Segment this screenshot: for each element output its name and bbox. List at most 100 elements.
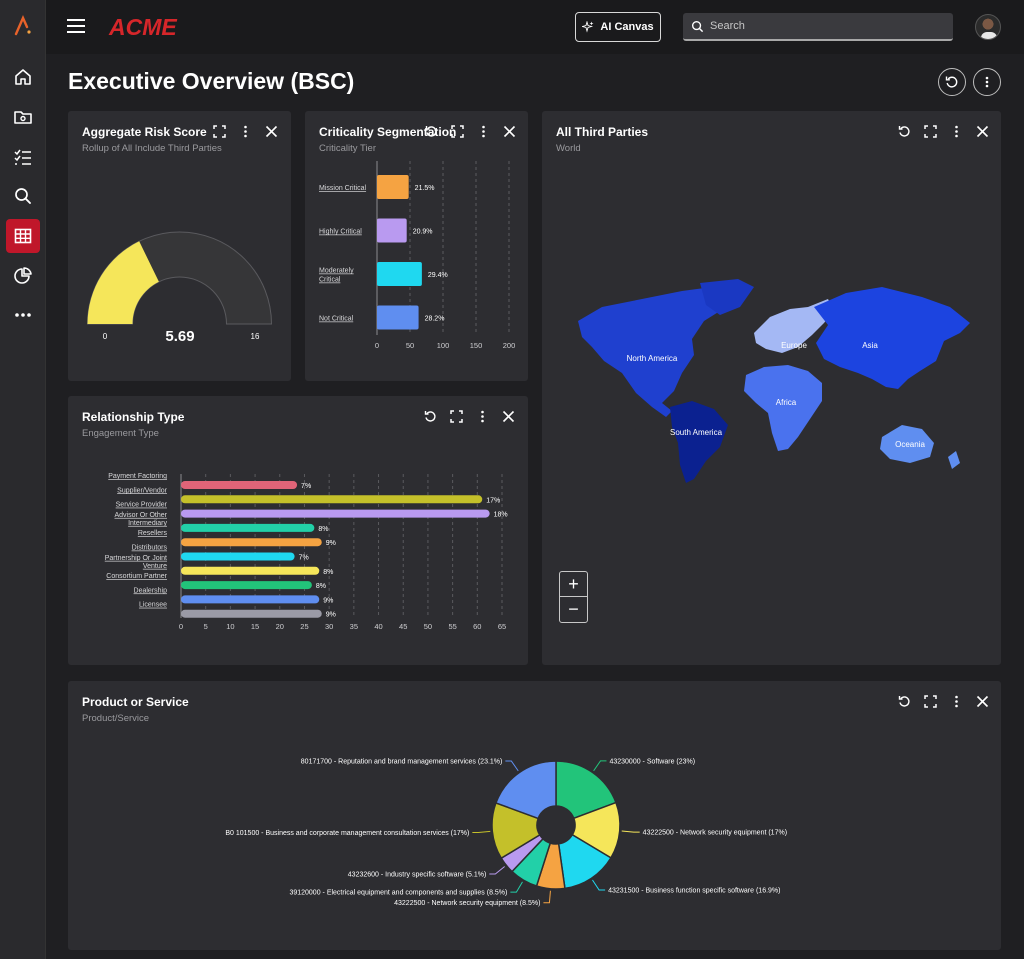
refresh-card-button[interactable] [896,693,912,709]
refresh-card-button[interactable] [423,123,439,139]
x-tick-label: 45 [399,622,407,631]
category-label: Payment Factoring [108,473,167,480]
sidebar-item-tables[interactable] [6,219,40,253]
x-tick-label: 25 [300,622,308,631]
zoom-in-button[interactable]: + [560,572,587,597]
region-oceania [880,425,934,463]
card-menu-button[interactable] [948,123,964,139]
search-box [683,13,953,41]
category-label: Consortium Partner [106,573,167,580]
refresh-icon [425,125,437,137]
card-subtitle: World [556,143,581,154]
card-menu-button[interactable] [948,693,964,709]
bar [181,538,322,547]
card-menu-button[interactable] [237,123,253,139]
relationship-chart: 0 5 10 15 20 25 30 35 40 45 50 55 60 65 7% Payment Fac… [105,473,508,631]
expand-icon [450,124,464,138]
close-card-button[interactable] [500,408,516,424]
card-menu-button[interactable] [474,408,490,424]
card-title: All Third Parties [556,125,649,139]
category-label: Supplier/Vendor [117,487,167,494]
refresh-dashboard-button[interactable] [938,68,966,96]
table-grid-icon [14,228,32,244]
hamburger-menu-icon[interactable] [66,17,86,35]
card-menu-button[interactable] [475,123,491,139]
refresh-card-button[interactable] [422,408,438,424]
category-label: Resellers [138,530,168,537]
bar [181,581,312,590]
expand-button[interactable] [449,123,465,139]
user-avatar[interactable] [975,14,1001,40]
bar-value-label: 9% [323,597,333,604]
leader-line [472,830,491,833]
region-new-zealand [948,451,960,469]
sidebar-item-more[interactable] [6,298,40,332]
sidebar-item-home[interactable] [6,60,40,94]
region-greenland [700,279,754,315]
x-tick-label: 100 [437,341,450,350]
search-input[interactable] [710,20,930,32]
sidebar-item-tasks[interactable] [6,140,40,174]
card-subtitle: Criticality Tier [319,143,377,154]
card-product-or-service: Product or Service Product/Service 43230… [68,681,1001,950]
close-icon [976,125,988,137]
bar-value-label: 28.2% [425,316,445,323]
card-title: Aggregate Risk Score [82,125,207,139]
pie-slice-label: B0 101500 - Business and corporate manag… [225,830,469,837]
search-icon [15,188,31,204]
category-label: Critical [319,277,341,284]
gauge-value: 5.69 [165,328,194,345]
category-label: Advisor Or Other [114,512,167,519]
app-logo-icon[interactable] [12,14,34,38]
leader-line [593,760,607,772]
refresh-card-button[interactable] [896,123,912,139]
pie-slice-label: 39120000 - Electrical equipment and comp… [289,890,507,897]
bar [181,552,295,561]
region-africa [744,365,822,451]
close-icon [502,410,514,422]
pie-slice [494,760,557,820]
card-actions [423,123,517,139]
x-tick-label: 35 [350,622,358,631]
close-card-button[interactable] [974,693,990,709]
region-asia [814,287,970,389]
zoom-out-button[interactable]: − [568,599,579,619]
x-tick-label: 5 [204,622,208,631]
kebab-menu-icon [243,125,247,137]
close-card-button[interactable] [501,123,517,139]
refresh-icon [424,410,436,422]
task-list-icon [14,149,31,165]
card-actions [896,123,990,139]
world-map: North America South America Europe Afric… [578,279,970,483]
kebab-menu-icon [480,410,484,422]
brand-name: ACME [109,14,177,40]
sidebar-item-search[interactable] [6,179,40,213]
region-south-america [670,401,728,483]
kebab-menu-icon [985,76,989,88]
x-tick-label: 15 [251,622,259,631]
leader-line [592,879,606,891]
bar-value-label: 9% [326,612,336,619]
bar [181,495,483,504]
expand-button[interactable] [448,408,464,424]
expand-button[interactable] [211,123,227,139]
close-card-button[interactable] [263,123,279,139]
map-zoom-control: + − [559,571,588,623]
sidebar-item-analytics[interactable] [6,259,40,293]
close-icon [265,125,277,137]
pie-slice-label: 43222500 - Network security equipment (1… [643,830,787,837]
bar-value-label: 18% [494,512,508,519]
sidebar-item-folder[interactable] [6,100,40,134]
category-label: Licensee [139,602,167,609]
expand-button[interactable] [922,693,938,709]
bar [181,566,320,575]
expand-icon [212,124,226,138]
brand-logo[interactable]: ACME [109,14,177,41]
x-tick-label: 55 [448,622,456,631]
pie-slice-label: 80171700 - Reputation and brand manageme… [301,759,503,766]
dashboard-menu-button[interactable] [973,68,1001,96]
expand-button[interactable] [922,123,938,139]
ai-canvas-button[interactable]: AI Canvas [575,12,661,42]
close-card-button[interactable] [974,123,990,139]
category-label: Intermediary [128,520,167,527]
